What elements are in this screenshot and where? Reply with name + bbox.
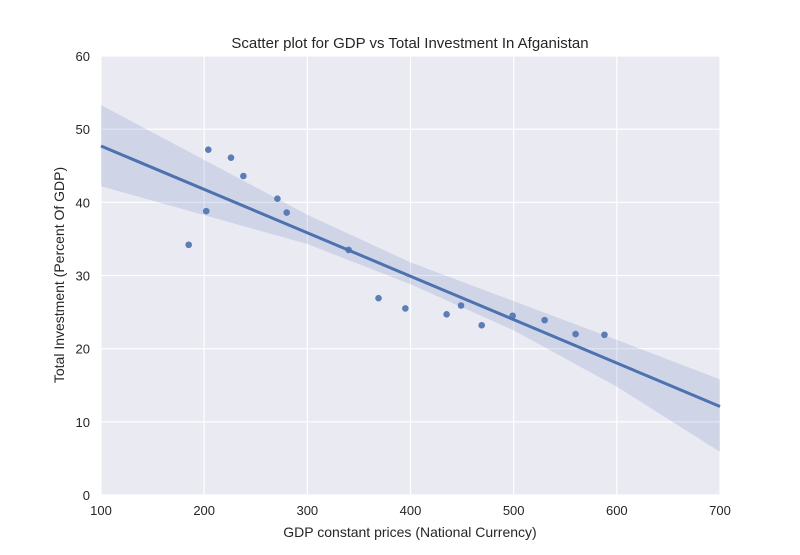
data-point [572,330,579,338]
data-point [202,207,210,215]
x-tick-label: 300 [296,503,318,518]
data-point [345,246,352,254]
x-tick-label: 100 [90,503,112,518]
data-points [185,146,608,339]
data-point [283,209,291,216]
data-point [457,302,465,309]
x-axis-label: GDP constant prices (National Currency) [283,524,536,540]
y-axis-label: Total Investment (Percent Of GDP) [51,167,67,383]
regression-line-group [100,144,721,408]
data-point [274,195,281,202]
chart-title: Scatter plot for GDP vs Total Investment… [231,35,588,52]
y-tick-label: 30 [76,269,90,284]
y-tick-label: 0 [83,488,90,503]
confidence-band-group [101,105,720,452]
data-point [509,312,516,320]
y-axis-ticks: 0 10 20 30 40 50 60 [76,49,90,503]
data-point [601,331,608,339]
y-tick-label: 20 [76,342,90,357]
regression-line [100,144,721,408]
data-point [443,310,450,318]
data-point [240,172,247,180]
data-point [227,154,235,162]
data-point [541,316,548,324]
y-tick-label: 40 [76,195,90,210]
data-point [375,294,382,302]
y-tick-label: 10 [76,415,90,430]
data-point [478,321,485,329]
x-tick-label: 200 [193,503,215,518]
y-tick-label: 50 [76,122,90,137]
x-tick-label: 600 [606,503,628,518]
y-tick-label: 60 [76,49,90,64]
confidence-band [101,105,720,452]
data-point [185,241,192,249]
x-tick-label: 500 [503,503,525,518]
data-point [204,146,212,153]
data-point [402,305,409,312]
x-tick-label: 400 [400,503,422,518]
x-axis-ticks: 100 200 300 400 500 600 700 [90,503,731,518]
x-tick-label: 700 [709,503,731,518]
